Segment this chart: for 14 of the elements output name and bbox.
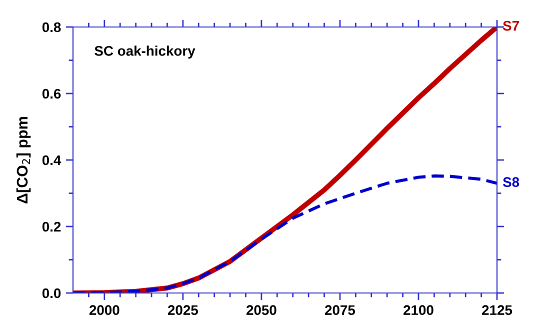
x-tick-label: 2075 [325,305,356,316]
y-tick-label: 0.6 [42,88,61,99]
x-tick-label: 2125 [482,305,512,316]
x-tick-label: 2025 [168,305,198,316]
series-label: S7 [502,20,519,31]
x-tick-label: 2000 [89,305,120,316]
x-tick-label: 2100 [404,305,434,316]
y-axis-title: Δ[CO$_{2}$] ppm [16,117,31,204]
series-label: S8 [502,177,520,188]
y-tick-label: 0.0 [42,288,61,298]
x-tick-label: 2050 [246,305,276,316]
y-tick-label: 0.8 [42,22,61,32]
y-tick-label: 0.2 [42,222,61,232]
y-tick-label: 0.4 [42,155,62,166]
